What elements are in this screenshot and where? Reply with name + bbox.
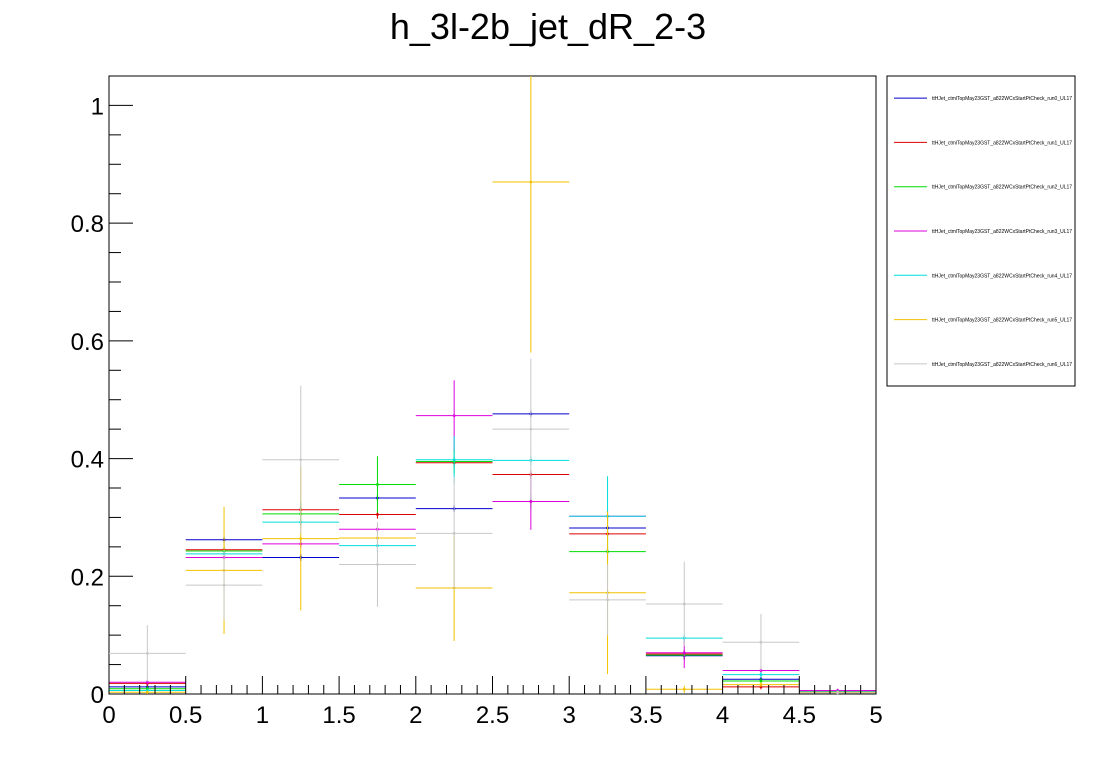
- data-point: [145, 680, 149, 684]
- data-point: [836, 691, 840, 695]
- legend-entry: ttHJet_ctmlTopMay23GST_a822WCxStartPtChe…: [894, 96, 1072, 102]
- y-tick-label: 0: [91, 682, 104, 709]
- data-point: [376, 563, 379, 566]
- chart-title: h_3l-2b_jet_dR_2-3: [389, 6, 707, 47]
- x-tick-label: 3.5: [629, 702, 662, 729]
- legend-entry: ttHJet_ctmlTopMay23GST_a822WCxStartPtChe…: [894, 362, 1072, 368]
- data-point: [759, 673, 763, 676]
- data-point: [299, 458, 303, 462]
- legend-entry: ttHJet_ctmlTopMay23GST_a822WCxStartPtChe…: [894, 140, 1072, 146]
- data-point: [759, 683, 763, 686]
- legend-entries: ttHJet_ctmlTopMay23GST_a822WCxStartPtChe…: [894, 96, 1072, 368]
- y-tick-label: 0.4: [71, 447, 104, 474]
- data-point: [376, 513, 379, 516]
- legend-entry: ttHJet_ctmlTopMay23GST_a822WCxStartPtChe…: [894, 229, 1072, 235]
- series-run6: [109, 358, 876, 695]
- x-tick-label: 1: [256, 702, 269, 729]
- legend-label: ttHJet_ctmlTopMay23GST_a822WCxStartPtChe…: [932, 318, 1072, 324]
- x-tick-label: 5: [869, 702, 882, 729]
- x-tick-label: 4.5: [783, 702, 816, 729]
- data-point: [376, 483, 379, 486]
- data-point: [299, 537, 303, 541]
- legend-entry: ttHJet_ctmlTopMay23GST_a822WCxStartPtChe…: [894, 273, 1072, 279]
- legend-label: ttHJet_ctmlTopMay23GST_a822WCxStartPtChe…: [932, 185, 1072, 191]
- legend-label: ttHJet_ctmlTopMay23GST_a822WCxStartPtChe…: [932, 229, 1072, 235]
- legend-label: ttHJet_ctmlTopMay23GST_a822WCxStartPtChe…: [932, 140, 1072, 146]
- x-tick-label: 4: [716, 702, 729, 729]
- y-tick-label: 0.2: [71, 564, 104, 591]
- data-point: [682, 651, 686, 655]
- data-point: [452, 414, 456, 418]
- legend-box: ttHJet_ctmlTopMay23GST_a822WCxStartPtChe…: [886, 75, 1076, 387]
- legend-label: ttHJet_ctmlTopMay23GST_a822WCxStartPtChe…: [932, 273, 1072, 279]
- series-layer: [109, 76, 876, 695]
- x-tick-label: 2: [409, 702, 422, 729]
- legend-entry: ttHJet_ctmlTopMay23GST_a822WCxStartPtChe…: [894, 185, 1072, 191]
- data-point: [682, 602, 686, 606]
- data-point: [529, 180, 533, 184]
- legend-label: ttHJet_ctmlTopMay23GST_a822WCxStartPtChe…: [932, 362, 1072, 368]
- data-point: [145, 651, 149, 655]
- data-point: [759, 640, 763, 644]
- legend-label: ttHJet_ctmlTopMay23GST_a822WCxStartPtChe…: [932, 96, 1072, 102]
- legend-entry: ttHJet_ctmlTopMay23GST_a822WCxStartPtChe…: [894, 318, 1072, 324]
- data-point: [452, 531, 456, 535]
- y-tick-label: 0.6: [71, 329, 104, 356]
- axis-layer: 0 0.5 1 1.5 2 2.5 3 3.5 4 4.5 5 0 0.2 0.4 0.6 0.8 1: [71, 75, 883, 729]
- data-point: [145, 690, 149, 694]
- data-point: [529, 500, 533, 503]
- x-tick-label: 1.5: [322, 702, 355, 729]
- x-tick-label: 2.5: [476, 702, 509, 729]
- x-tick-label: 3: [563, 702, 576, 729]
- y-tick-label: 1: [91, 93, 104, 120]
- x-tick-label: 0: [102, 702, 115, 729]
- data-point: [682, 687, 686, 691]
- data-point: [529, 427, 533, 431]
- data-point: [222, 583, 226, 587]
- data-point: [759, 679, 763, 683]
- series-run5: [109, 76, 876, 694]
- y-tick-label: 0.8: [71, 211, 104, 238]
- data-point: [452, 458, 456, 462]
- data-point: [606, 598, 609, 602]
- x-tick-label: 0.5: [169, 702, 202, 729]
